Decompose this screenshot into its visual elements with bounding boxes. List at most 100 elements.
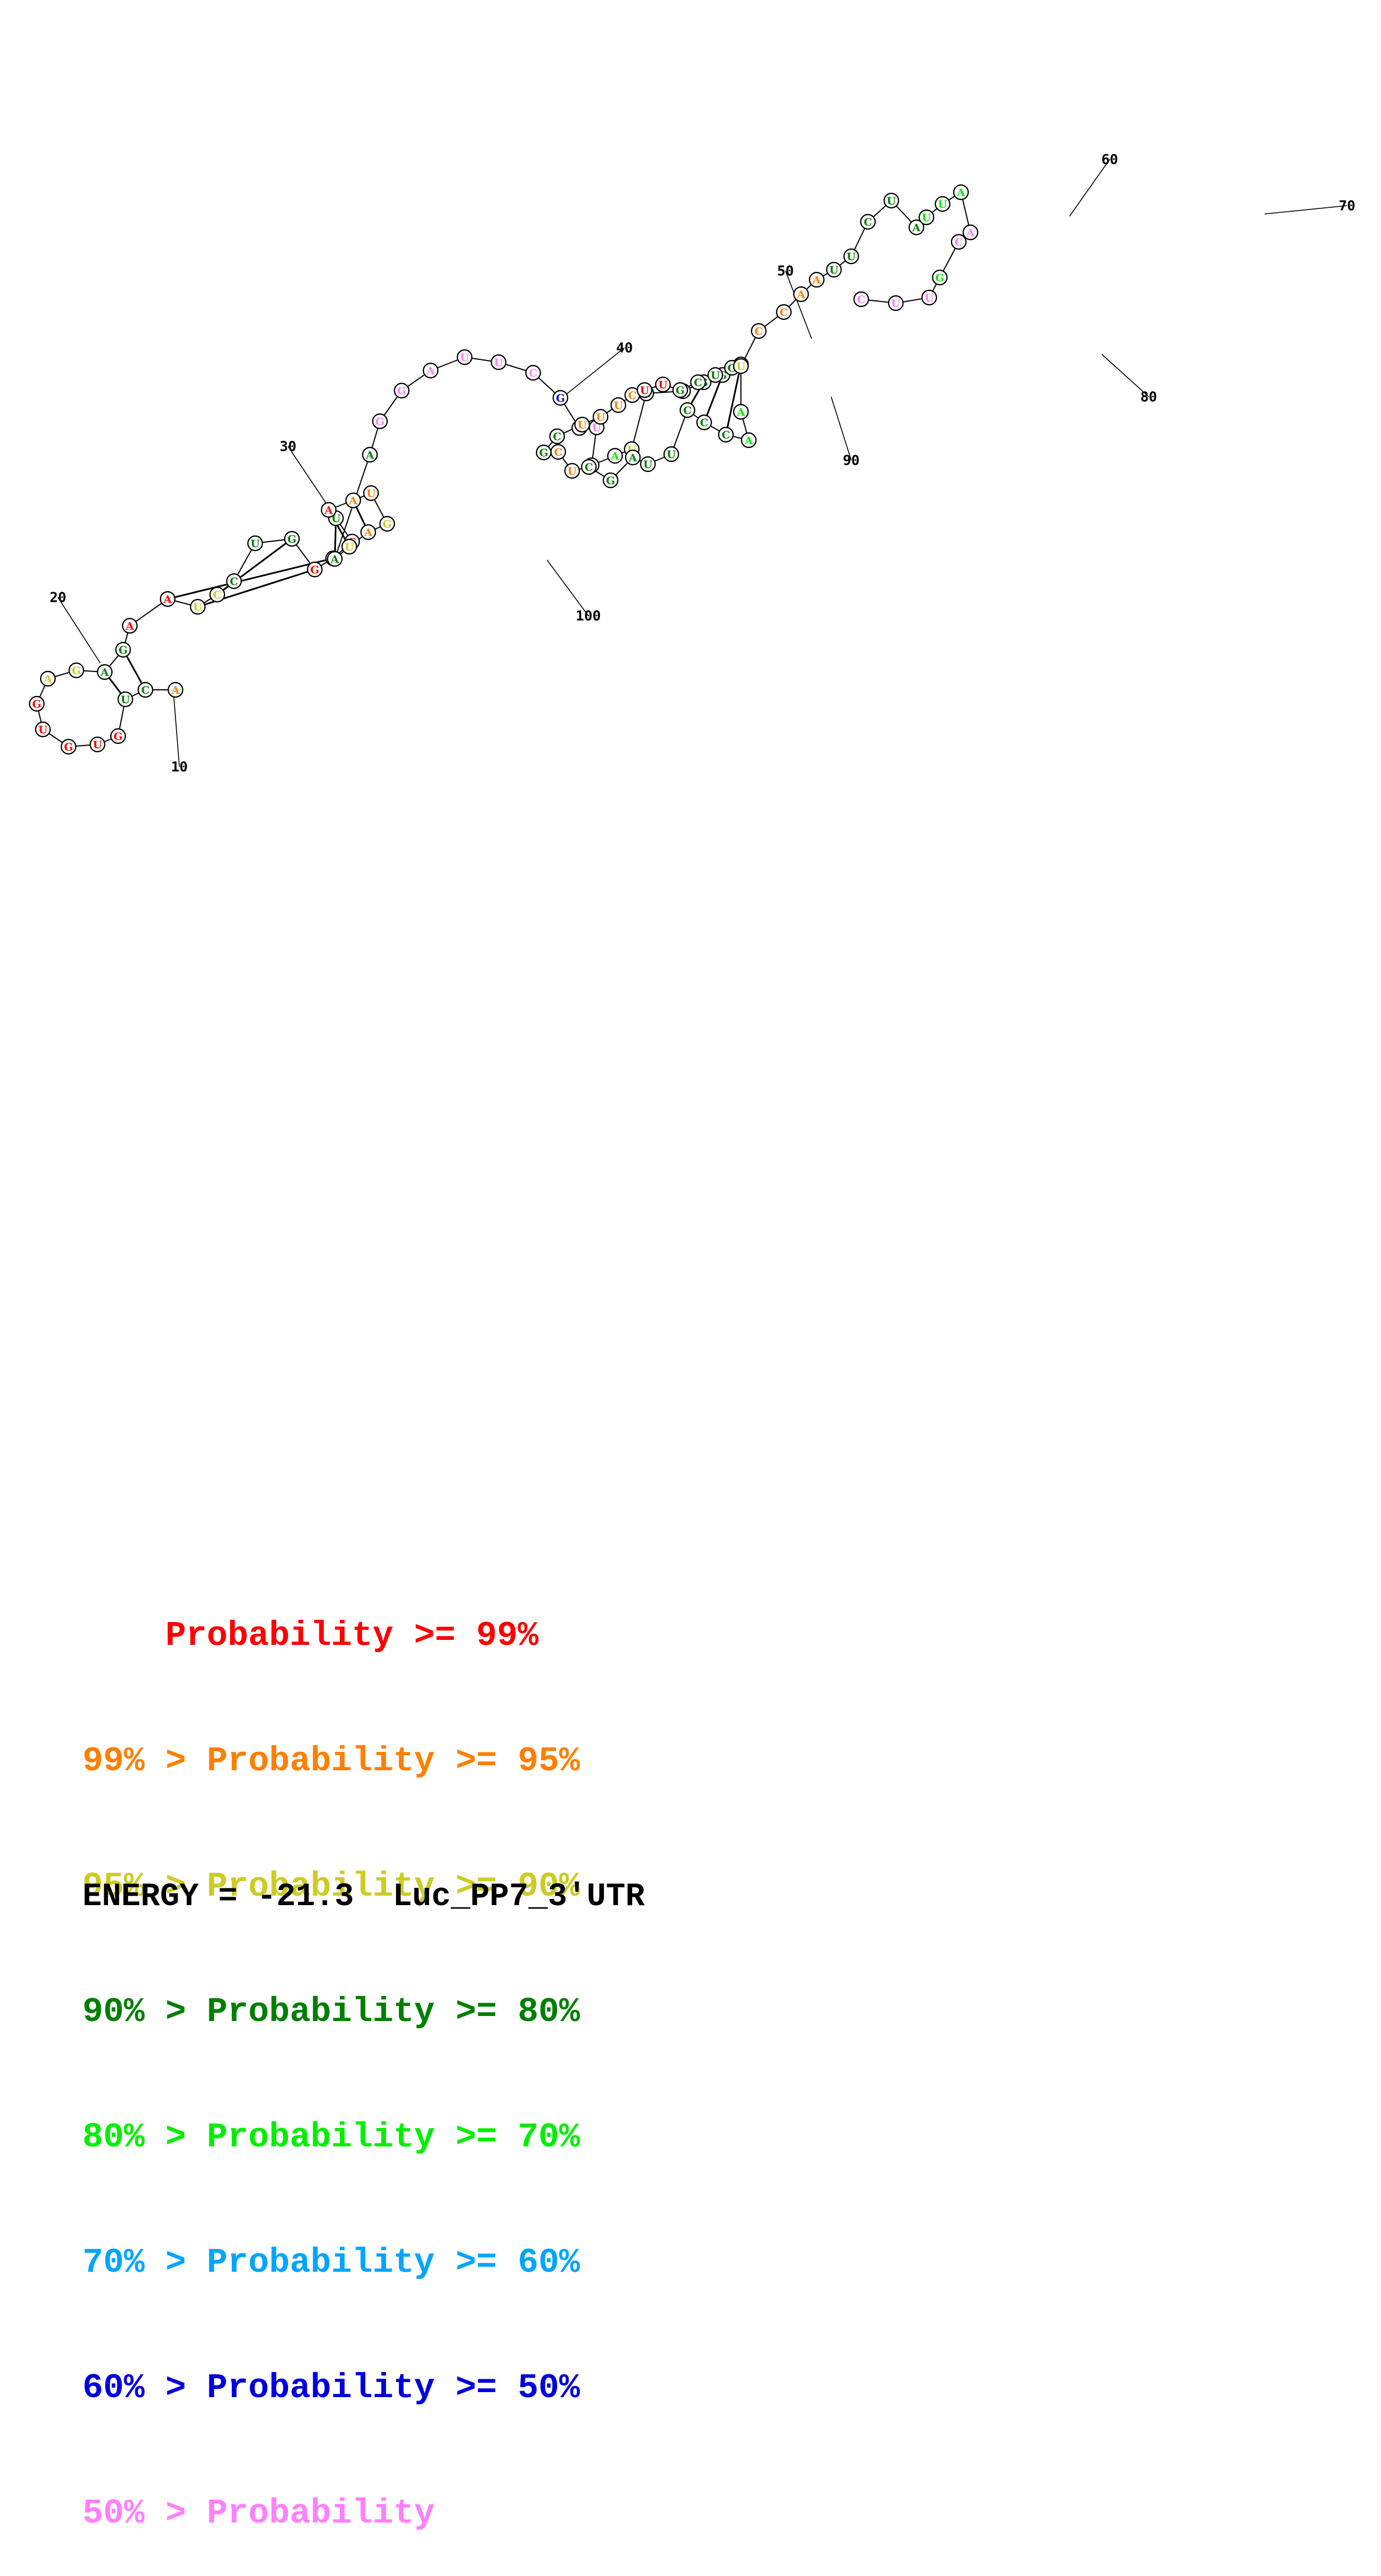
position-tick — [1069, 159, 1110, 217]
nucleotide-circle — [607, 447, 623, 464]
nucleotide-circle — [953, 184, 969, 201]
nucleotide-circle — [372, 413, 388, 430]
nucleotide: C — [950, 233, 967, 250]
nucleotide-letter: U — [494, 357, 504, 369]
nucleotide-circle — [610, 397, 627, 413]
nucleotide: U — [89, 736, 106, 753]
nucleotide-letter: A — [125, 620, 134, 632]
nucleotide-circle — [887, 295, 904, 311]
position-labels: 10 20 30 40 50 60 70 80 90 100 — [50, 152, 1355, 775]
nucleotide: G — [115, 641, 131, 658]
nucleotide-letter: C — [584, 461, 593, 474]
legend-text: Probability >= 90% — [207, 1867, 580, 1906]
nucleotide-letter: U — [121, 694, 130, 706]
nucleotide-circle — [640, 456, 656, 473]
nucleotide: U — [636, 382, 653, 398]
nucleotide-letter: C — [628, 389, 636, 402]
legend-row-99: Probability >= 99% — [82, 1615, 580, 1657]
nucleotide-circle — [60, 738, 77, 755]
nucleotide-letter: G — [64, 741, 73, 753]
nucleotide: G — [28, 695, 45, 712]
nucleotide-circle — [655, 376, 671, 393]
nucleotide: C — [696, 414, 713, 431]
base-pair-lines — [104, 364, 742, 700]
nucleotide: A — [607, 447, 623, 464]
nucleotide-letter: U — [938, 198, 948, 211]
nucleotide-circle — [707, 367, 724, 383]
nucleotide-letter: G — [119, 644, 128, 656]
nucleotide-circle — [574, 416, 591, 433]
nucleotide-circle — [306, 561, 323, 578]
nucleotide-circle — [624, 449, 641, 466]
nucleotide-letter: A — [736, 406, 745, 418]
nucleotide-circle — [718, 426, 734, 443]
nucleotide-letter: U — [922, 212, 931, 224]
nucleotide-letter: U — [38, 724, 48, 736]
nucleotide: G — [393, 382, 410, 399]
nucleotide-letter: G — [539, 447, 548, 459]
nucleotide-circle — [345, 492, 362, 509]
nucleotide-circle — [121, 617, 138, 634]
position-label: 60 — [1101, 152, 1118, 168]
nucleotide-letter: U — [345, 541, 354, 553]
nucleotide: U — [610, 397, 627, 413]
nucleotide-letter: C — [554, 446, 562, 459]
position-tick — [1264, 205, 1348, 215]
nucleotide-circle — [592, 408, 609, 425]
nucleotide-letter: C — [694, 377, 702, 389]
nucleotide: A — [908, 219, 925, 236]
nucleotide-circle — [663, 446, 680, 462]
nucleotide-letter: A — [426, 365, 435, 377]
nucleotide: A — [624, 449, 641, 466]
nucleotide-circle — [679, 402, 696, 418]
nucleotide-letter: A — [957, 187, 965, 199]
energy-label: ENERGY = -21.3 — [82, 1879, 354, 1915]
nucleotide: G — [60, 738, 77, 755]
nucleotide-circle — [793, 286, 809, 303]
base-pair-line — [703, 374, 724, 423]
nucleotide-letter: C — [141, 684, 149, 697]
legend-prefix: 99% > — [82, 1741, 207, 1781]
legend-text: Probability >= 70% — [207, 2117, 580, 2157]
nucleotide: U — [117, 691, 134, 708]
nucleotide: U — [733, 358, 749, 374]
nucleotide-circle — [490, 354, 507, 371]
nucleotide: U — [883, 192, 900, 209]
legend-prefix: 90% > — [82, 1992, 207, 2032]
nucleotide: U — [934, 196, 951, 212]
nucleotide-circle — [96, 664, 113, 680]
nucleotide: U — [490, 354, 507, 371]
nucleotide-letter: C — [230, 576, 238, 588]
legend-text: Probability >= 95% — [207, 1741, 580, 1781]
nucleotide: A — [96, 664, 113, 680]
legend-prefix — [82, 1616, 165, 1655]
nucleotide-circle — [733, 403, 749, 420]
nucleotide: G — [306, 561, 323, 578]
nucleotide-circle — [209, 586, 226, 603]
nucleotide: A — [345, 492, 362, 509]
nucleotide-letter: G — [114, 731, 123, 743]
nucleotide-letter: C — [683, 405, 691, 417]
nucleotide-letter: U — [711, 369, 720, 382]
nucleotide: U — [918, 209, 935, 226]
nucleotide-letter: A — [744, 435, 753, 447]
nucleotide-letter: U — [658, 379, 668, 391]
position-tick — [546, 559, 589, 616]
nucleotide-circle — [226, 573, 242, 590]
nucleotide-letter: A — [163, 593, 172, 606]
nucleotide: C — [525, 364, 541, 381]
nucleotide: U — [921, 289, 938, 306]
nucleotide-circle — [775, 304, 792, 320]
nucleotide-circle — [931, 269, 948, 286]
nucleotide-circle — [189, 598, 206, 615]
nucleotide-letter: A — [43, 673, 52, 685]
nucleotide-circle — [690, 374, 706, 391]
nucleotide: A — [362, 446, 378, 463]
nucleotide-letter: C — [863, 216, 872, 228]
nucleotide-letter: C — [857, 294, 865, 306]
nucleotide-letter: U — [640, 384, 650, 397]
nucleotide-circle — [35, 721, 51, 738]
nucleotide-letter: C — [779, 306, 788, 319]
nucleotide-letter: A — [812, 274, 821, 286]
nucleotide-circle — [284, 530, 300, 547]
